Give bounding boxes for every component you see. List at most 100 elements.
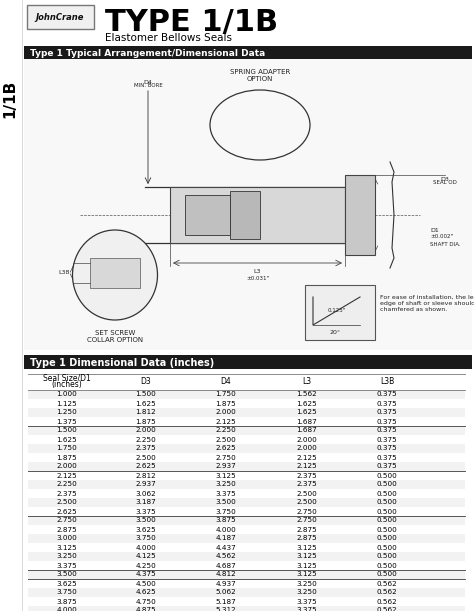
Text: 2.250: 2.250 <box>56 481 77 488</box>
Text: 0.500: 0.500 <box>377 508 397 514</box>
Text: 1.500: 1.500 <box>136 392 156 398</box>
Bar <box>24 59 472 350</box>
Text: SHAFT DIA.: SHAFT DIA. <box>430 241 461 246</box>
Bar <box>28 525 465 534</box>
Text: 1.250: 1.250 <box>56 409 77 415</box>
Bar <box>28 516 465 525</box>
Text: SEAL OD: SEAL OD <box>433 180 457 185</box>
Text: 4.875: 4.875 <box>136 607 156 611</box>
Text: 4.375: 4.375 <box>136 571 156 577</box>
Text: 1.000: 1.000 <box>56 392 77 398</box>
Bar <box>28 606 465 611</box>
Bar <box>230 191 260 239</box>
Bar <box>28 570 465 579</box>
Text: 0.500: 0.500 <box>377 500 397 505</box>
Text: 3.375: 3.375 <box>216 491 237 497</box>
Text: D4: D4 <box>144 80 153 85</box>
Text: 0.500: 0.500 <box>377 481 397 488</box>
Text: 0.375: 0.375 <box>377 464 397 469</box>
Bar <box>28 507 465 516</box>
Text: 2.750: 2.750 <box>216 455 237 461</box>
Text: 0.500: 0.500 <box>377 472 397 478</box>
Text: 4.250: 4.250 <box>136 563 156 568</box>
Text: 1.625: 1.625 <box>136 400 156 406</box>
Text: 2.000: 2.000 <box>56 464 77 469</box>
Text: 3.750: 3.750 <box>56 590 77 596</box>
Bar <box>0 0 22 611</box>
Bar <box>28 444 465 453</box>
Text: 3.375: 3.375 <box>136 508 156 514</box>
Text: 1.750: 1.750 <box>56 445 77 452</box>
Text: 2.125: 2.125 <box>297 455 318 461</box>
Text: 1.625: 1.625 <box>297 409 318 415</box>
Text: 3.000: 3.000 <box>56 535 77 541</box>
Ellipse shape <box>73 230 157 320</box>
Bar <box>90 258 140 288</box>
Text: 2.250: 2.250 <box>216 428 237 433</box>
Bar <box>28 498 465 507</box>
Text: 3.750: 3.750 <box>136 535 156 541</box>
Text: 0.562: 0.562 <box>377 599 397 604</box>
Text: 0.375: 0.375 <box>377 445 397 452</box>
Text: 4.437: 4.437 <box>216 544 237 551</box>
Text: 3.125: 3.125 <box>216 472 237 478</box>
Text: 2.500: 2.500 <box>297 491 318 497</box>
Text: 0.375: 0.375 <box>377 400 397 406</box>
Text: SPRING ADAPTER
OPTION: SPRING ADAPTER OPTION <box>230 69 290 82</box>
Text: 2.750: 2.750 <box>297 508 318 514</box>
Text: 2.125: 2.125 <box>216 419 237 425</box>
Text: 2.375: 2.375 <box>136 445 156 452</box>
Bar <box>28 426 465 435</box>
Text: 1.625: 1.625 <box>297 400 318 406</box>
Text: 2.937: 2.937 <box>216 464 237 469</box>
Bar <box>28 597 465 606</box>
Bar <box>28 579 465 588</box>
Text: 0.375: 0.375 <box>377 392 397 398</box>
Bar <box>28 543 465 552</box>
Text: 1.687: 1.687 <box>297 419 318 425</box>
Text: 2.375: 2.375 <box>56 491 77 497</box>
Text: Seal Size/D1: Seal Size/D1 <box>43 373 91 382</box>
Text: 2.625: 2.625 <box>216 445 237 452</box>
Text: 1.687: 1.687 <box>297 428 318 433</box>
Text: 0.375: 0.375 <box>377 419 397 425</box>
Text: 2.000: 2.000 <box>297 445 318 452</box>
Bar <box>28 399 465 408</box>
Text: 3.125: 3.125 <box>297 563 318 568</box>
Text: TYPE 1/1B: TYPE 1/1B <box>105 7 278 37</box>
Text: 4.125: 4.125 <box>136 554 156 560</box>
Text: 2.125: 2.125 <box>56 472 77 478</box>
Text: Type 1 Dimensional Data (inches): Type 1 Dimensional Data (inches) <box>30 357 214 367</box>
Text: 3.125: 3.125 <box>297 571 318 577</box>
Text: 0.375: 0.375 <box>377 455 397 461</box>
Bar <box>28 561 465 570</box>
Text: 0.500: 0.500 <box>377 491 397 497</box>
Text: D3: D3 <box>141 376 151 386</box>
Text: 1.875: 1.875 <box>136 419 156 425</box>
Bar <box>170 187 345 243</box>
Text: 0.562: 0.562 <box>377 590 397 596</box>
Text: 2.812: 2.812 <box>136 472 156 478</box>
Text: 3.250: 3.250 <box>56 554 77 560</box>
Text: 1.125: 1.125 <box>56 400 77 406</box>
Text: 0.500: 0.500 <box>377 563 397 568</box>
Text: 1/1B: 1/1B <box>2 80 18 119</box>
Text: L3: L3 <box>254 269 261 274</box>
Text: 4.000: 4.000 <box>136 544 156 551</box>
Text: 0.375: 0.375 <box>377 436 397 442</box>
Bar <box>28 417 465 426</box>
Text: 4.000: 4.000 <box>56 607 77 611</box>
Bar <box>28 462 465 471</box>
Text: 2.500: 2.500 <box>136 455 156 461</box>
Text: 0.500: 0.500 <box>377 571 397 577</box>
Text: D1: D1 <box>430 227 439 233</box>
Text: 4.625: 4.625 <box>136 590 156 596</box>
FancyBboxPatch shape <box>27 5 94 29</box>
Text: 0.562: 0.562 <box>377 580 397 587</box>
Bar <box>28 489 465 498</box>
Bar <box>28 390 465 399</box>
Text: 2.500: 2.500 <box>56 500 77 505</box>
Text: 1.625: 1.625 <box>56 436 77 442</box>
Text: 4.937: 4.937 <box>216 580 237 587</box>
Bar <box>28 588 465 597</box>
